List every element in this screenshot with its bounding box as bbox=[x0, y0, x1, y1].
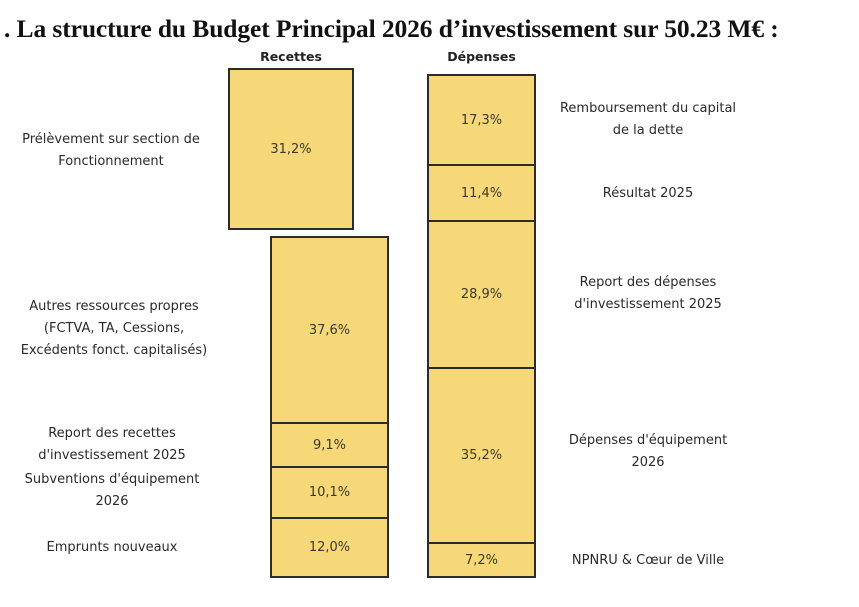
recettes-label-subventions: Subventions d'équipement 2026 bbox=[0, 469, 224, 513]
label-line: (FCTVA, TA, Cessions, bbox=[43, 321, 185, 336]
recettes-block-prelevement: 31,2% bbox=[228, 68, 354, 230]
depenses-header: Dépenses bbox=[447, 49, 516, 64]
label-line: d'investissement 2025 bbox=[574, 297, 722, 312]
segment-percent: 31,2% bbox=[270, 141, 312, 157]
depenses-label-equipement: Dépenses d'équipement 2026 bbox=[540, 430, 756, 474]
label-line: Résultat 2025 bbox=[602, 186, 694, 201]
label-line: de la dette bbox=[612, 123, 684, 138]
segment-percent: 7,2% bbox=[429, 542, 534, 576]
segment-percent: 28,9% bbox=[429, 220, 534, 367]
label-line: Emprunts nouveaux bbox=[46, 540, 178, 555]
segment-percent: 10,1% bbox=[272, 466, 387, 517]
label-line: Autres ressources propres bbox=[29, 299, 199, 314]
label-line: Remboursement du capital bbox=[559, 101, 737, 116]
depenses-block-stack: 17,3% 11,4% 28,9% 35,2% 7,2% bbox=[427, 74, 536, 578]
recettes-block-stack: 37,6% 9,1% 10,1% 12,0% bbox=[270, 236, 389, 578]
recettes-label-report: Report des recettes d'investissement 202… bbox=[0, 423, 224, 467]
segment-percent: 9,1% bbox=[272, 422, 387, 466]
depenses-label-resultat: Résultat 2025 bbox=[540, 183, 756, 205]
label-line: Subventions d'équipement bbox=[24, 472, 200, 487]
segment-percent: 11,4% bbox=[429, 164, 534, 220]
label-line: Report des dépenses bbox=[579, 275, 717, 290]
label-line: Prélèvement sur section de bbox=[22, 132, 200, 147]
depenses-label-npnru: NPNRU & Cœur de Ville bbox=[540, 550, 756, 572]
recettes-label-autres-ressources: Autres ressources propres (FCTVA, TA, Ce… bbox=[0, 296, 228, 362]
recettes-header: Recettes bbox=[260, 49, 322, 64]
recettes-label-prelevement: Prélèvement sur section de Fonctionnemen… bbox=[0, 129, 222, 173]
segment-percent: 35,2% bbox=[429, 367, 534, 542]
depenses-label-remboursement: Remboursement du capital de la dette bbox=[540, 98, 756, 142]
segment-percent: 12,0% bbox=[272, 517, 387, 576]
label-line: 2026 bbox=[95, 494, 129, 509]
label-line: d'investissement 2025 bbox=[38, 448, 186, 463]
label-line: Excédents fonct. capitalisés) bbox=[20, 343, 208, 358]
label-line: Report des recettes bbox=[48, 426, 176, 441]
label-line: 2026 bbox=[631, 455, 665, 470]
label-line: Fonctionnement bbox=[58, 154, 164, 169]
label-line: Dépenses d'équipement bbox=[568, 433, 728, 448]
segment-percent: 17,3% bbox=[460, 112, 503, 128]
page-title: . La structure du Budget Principal 2026 … bbox=[4, 14, 779, 43]
label-line: NPNRU & Cœur de Ville bbox=[571, 553, 725, 568]
depenses-label-report: Report des dépenses d'investissement 202… bbox=[540, 272, 756, 316]
recettes-label-emprunts: Emprunts nouveaux bbox=[0, 537, 224, 559]
segment-percent: 37,6% bbox=[308, 322, 351, 338]
